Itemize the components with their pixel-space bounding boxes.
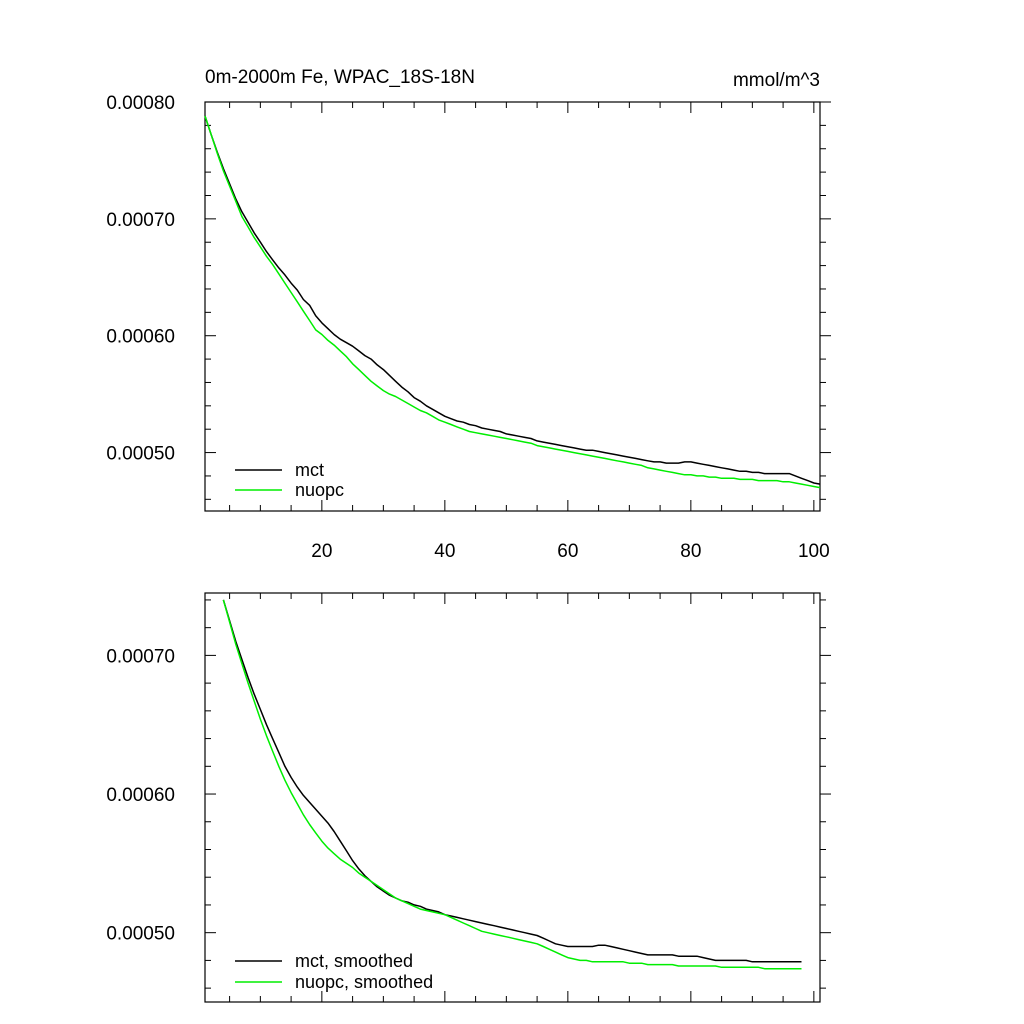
bottom-y-tick-label: 0.00070 — [106, 646, 175, 667]
top-x-tick-label: 100 — [798, 541, 830, 562]
bottom-plot-frame — [204, 592, 821, 1003]
legend-label-mct-smoothed: mct, smoothed — [295, 951, 413, 971]
series-line-mct — [204, 115, 821, 485]
top-plot-panel: 0m-2000m Fe, WPAC_18S-18N mmol/m^3 20 40 6… — [106, 67, 831, 562]
top-x-tick-label: 80 — [680, 541, 701, 562]
top-y-tick-label: 0.00050 — [106, 444, 175, 465]
top-x-tick-label: 60 — [557, 541, 578, 562]
bottom-plot-legend: mct, smoothed nuopc, smoothed — [235, 951, 433, 992]
legend-label-nuopc-smoothed: nuopc, smoothed — [295, 972, 433, 992]
top-y-tick-label: 0.00060 — [106, 327, 175, 348]
top-plot-title: 0m-2000m Fe, WPAC_18S-18N — [205, 67, 475, 88]
top-y-tick-label: 0.00070 — [106, 210, 175, 231]
top-plot-units: mmol/m^3 — [733, 70, 820, 91]
bottom-y-tick-label: 0.00050 — [106, 924, 175, 945]
series-line-mct-smoothed — [222, 599, 802, 963]
series-line-nuopc-smoothed — [222, 599, 802, 970]
bottom-plot-panel: 0.00050 0.00060 0.00070 mct, smoothed nuop… — [106, 592, 831, 1003]
top-x-tick-label: 20 — [311, 541, 332, 562]
top-y-tick-label: 0.00080 — [106, 93, 175, 114]
top-plot-legend: mct nuopc — [235, 460, 344, 500]
bottom-y-tick-label: 0.00060 — [106, 785, 175, 806]
series-line-nuopc — [204, 115, 821, 489]
legend-label-nuopc: nuopc — [295, 480, 344, 500]
top-plot-frame — [204, 101, 821, 512]
top-x-tick-label: 40 — [434, 541, 455, 562]
legend-label-mct: mct — [295, 460, 324, 480]
